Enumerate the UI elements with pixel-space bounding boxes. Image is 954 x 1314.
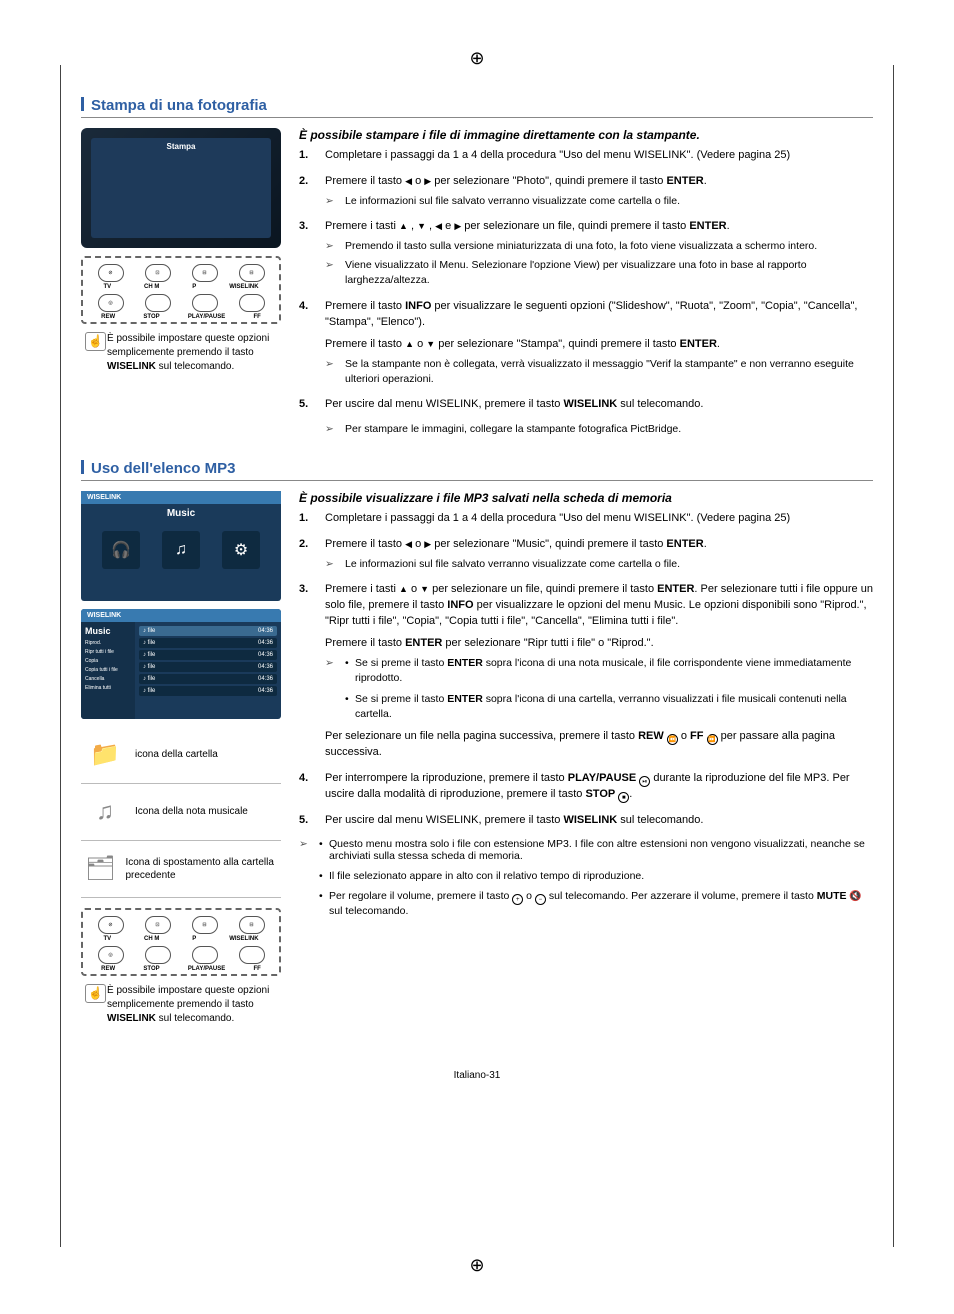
sub-note: Se la stampante non è collegata, verrà v… bbox=[325, 357, 873, 387]
rew-icon: ⏪ bbox=[667, 734, 678, 745]
remote-btn: ⊟ bbox=[192, 264, 218, 282]
up-arrow-icon: ▲ bbox=[399, 221, 408, 231]
remote-btn: ◎ bbox=[98, 946, 124, 964]
step: Per uscire dal menu WISELINK, premere il… bbox=[299, 397, 873, 413]
crop-mark-bottom: ⊕ bbox=[60, 1247, 894, 1284]
remote-btn: ⊘ bbox=[98, 264, 124, 282]
photo-thumbnail: Stampa bbox=[81, 128, 281, 248]
up-arrow-icon: ▲ bbox=[399, 584, 408, 594]
section-stampa: Stampa di una fotografia Stampa ⊘ ⊡ ⊟ ⊟ … bbox=[81, 97, 873, 435]
section-mp3: Uso dell'elenco MP3 WISELINK Music 🎧 ♫ ⚙… bbox=[81, 460, 873, 1040]
list-item: ♪ file04:36 bbox=[139, 662, 277, 672]
remote-btn: ⊟ bbox=[239, 264, 265, 282]
gear-icon: ⚙ bbox=[222, 531, 260, 569]
sub-note: Le informazioni sul file salvato verrann… bbox=[325, 194, 873, 209]
left-column-2: WISELINK Music 🎧 ♫ ⚙ WISELINK Music Ripr… bbox=[81, 491, 281, 1040]
outer-note-1: Per stampare le immagini, collegare la s… bbox=[325, 423, 873, 435]
intro-2: È possibile visualizzare i file MP3 salv… bbox=[299, 491, 873, 505]
remote-btn: ⊘ bbox=[98, 916, 124, 934]
icon-legend-row: ♫ Icona della nota musicale bbox=[81, 784, 281, 841]
remote-btn bbox=[145, 946, 171, 964]
registration-mark-icon: ⊕ bbox=[469, 48, 484, 69]
remote-btn: ⊟ bbox=[192, 916, 218, 934]
remote-btn: ⊡ bbox=[145, 264, 171, 282]
folder-icon: 📁 bbox=[85, 737, 125, 773]
music-screen-1: WISELINK Music 🎧 ♫ ⚙ bbox=[81, 491, 281, 601]
step: Completare i passaggi da 1 a 4 della pro… bbox=[299, 511, 873, 527]
step-sub: Per selezionare un file nella pagina suc… bbox=[325, 729, 873, 761]
remote-btn: ⊡ bbox=[145, 916, 171, 934]
stop-icon: ■ bbox=[618, 792, 629, 803]
step: Premere i tasti ▲ , ▼ , ◀ e ▶ per selezi… bbox=[299, 219, 873, 289]
icon-legend-row: 🗂 Icona di spostamento alla cartella pre… bbox=[81, 841, 281, 898]
section-title-stampa: Stampa di una fotografia bbox=[81, 97, 873, 118]
tip-text: È possibile impostare queste opzioni sem… bbox=[107, 333, 269, 372]
folder-up-icon: 🗂 bbox=[85, 851, 115, 887]
remote-btn bbox=[239, 294, 265, 312]
up-arrow-icon: ▲ bbox=[405, 339, 414, 349]
list-item: ♪ file04:36 bbox=[139, 674, 277, 684]
sub-note: Le informazioni sul file salvato verrann… bbox=[325, 557, 873, 572]
sub-note: Premendo il tasto sulla versione miniatu… bbox=[325, 239, 873, 254]
right-column-2: È possibile visualizzare i file MP3 salv… bbox=[299, 491, 873, 1040]
tip-1: È possibile impostare queste opzioni sem… bbox=[81, 332, 281, 374]
step: Completare i passaggi da 1 a 4 della pro… bbox=[299, 148, 873, 164]
steps-1: Completare i passaggi da 1 a 4 della pro… bbox=[299, 148, 873, 413]
tip-2: È possibile impostare queste opzioni sem… bbox=[81, 984, 281, 1026]
step: Premere il tasto ◀ o ▶ per selezionare "… bbox=[299, 174, 873, 209]
sub-note: Se si preme il tasto ENTER sopra l'icona… bbox=[325, 656, 873, 723]
list-item: ♪ file04:36 bbox=[139, 686, 277, 696]
music-icon: ♫ bbox=[162, 531, 200, 569]
step-sub: Premere il tasto ▲ o ▼ per selezionare "… bbox=[325, 337, 873, 353]
note-icon: ♫ bbox=[85, 794, 125, 830]
left-column-1: Stampa ⊘ ⊡ ⊟ ⊟ TV CH M P WISELINK bbox=[81, 128, 281, 435]
down-arrow-icon: ▼ bbox=[426, 339, 435, 349]
section-title-mp3: Uso dell'elenco MP3 bbox=[81, 460, 873, 481]
left-arrow-icon: ◀ bbox=[405, 539, 412, 549]
page-footer: Italiano-31 bbox=[81, 1070, 873, 1081]
music-screen-2: WISELINK Music Riprod. Ripr tutti i file… bbox=[81, 609, 281, 719]
intro-1: È possibile stampare i file di immagine … bbox=[299, 128, 873, 142]
remote-btn bbox=[145, 294, 171, 312]
crop-mark-top: ⊕ bbox=[60, 40, 894, 77]
step-sub: Premere il tasto ENTER per selezionare "… bbox=[325, 636, 873, 652]
down-arrow-icon: ▼ bbox=[417, 221, 426, 231]
remote-btn: ◎ bbox=[98, 294, 124, 312]
sub-note: Viene visualizzato il Menu. Selezionare … bbox=[325, 258, 873, 288]
list-item: ♪ file04:36 bbox=[139, 626, 277, 636]
outer-note-2: •Questo menu mostra solo i file con este… bbox=[299, 838, 873, 917]
remote-btn bbox=[239, 946, 265, 964]
steps-2: Completare i passaggi da 1 a 4 della pro… bbox=[299, 511, 873, 829]
tip-text: È possibile impostare queste opzioni sem… bbox=[107, 985, 269, 1024]
step: Per interrompere la riproduzione, premer… bbox=[299, 771, 873, 803]
remote-panel-2: ⊘ ⊡ ⊟ ⊟ TV CH M P WISELINK ◎ bbox=[81, 908, 281, 976]
list-item: ♪ file04:36 bbox=[139, 638, 277, 648]
step: Per uscire dal menu WISELINK, premere il… bbox=[299, 813, 873, 829]
vol-up-icon: + bbox=[512, 894, 523, 905]
page-frame: Stampa di una fotografia Stampa ⊘ ⊡ ⊟ ⊟ … bbox=[60, 77, 894, 1247]
vol-down-icon: − bbox=[535, 894, 546, 905]
right-column-1: È possibile stampare i file di immagine … bbox=[299, 128, 873, 435]
remote-btn: ⊟ bbox=[239, 916, 265, 934]
registration-mark-icon: ⊕ bbox=[469, 1255, 484, 1276]
play-pause-icon: ⏯ bbox=[639, 776, 650, 787]
icon-legend-row: 📁 icona della cartella bbox=[81, 727, 281, 784]
step: Premere il tasto INFO per visualizzare l… bbox=[299, 299, 873, 387]
left-arrow-icon: ◀ bbox=[405, 176, 412, 186]
headphone-icon: 🎧 bbox=[102, 531, 140, 569]
list-item: ♪ file04:36 bbox=[139, 650, 277, 660]
remote-btn bbox=[192, 294, 218, 312]
ff-icon: ⏩ bbox=[707, 734, 718, 745]
step: Premere i tasti ▲ o ▼ per selezionare un… bbox=[299, 582, 873, 761]
step: Premere il tasto ◀ o ▶ per selezionare "… bbox=[299, 537, 873, 572]
remote-btn bbox=[192, 946, 218, 964]
mute-icon: 🔇 bbox=[849, 891, 861, 902]
down-arrow-icon: ▼ bbox=[420, 584, 429, 594]
remote-panel-1: ⊘ ⊡ ⊟ ⊟ TV CH M P WISELINK ◎ bbox=[81, 256, 281, 324]
